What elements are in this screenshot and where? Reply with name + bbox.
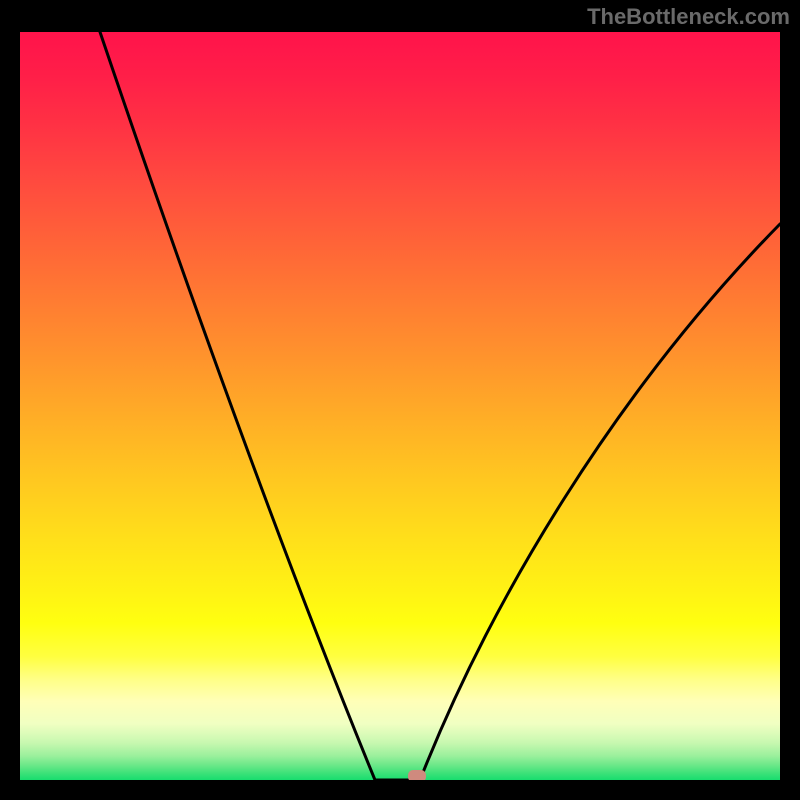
chart-stage: TheBottleneck.com bbox=[0, 0, 800, 800]
frame-bottom bbox=[0, 780, 800, 800]
watermark-text: TheBottleneck.com bbox=[587, 4, 790, 30]
frame-right bbox=[780, 0, 800, 800]
plot-area bbox=[20, 32, 780, 780]
frame-left bbox=[0, 0, 20, 800]
